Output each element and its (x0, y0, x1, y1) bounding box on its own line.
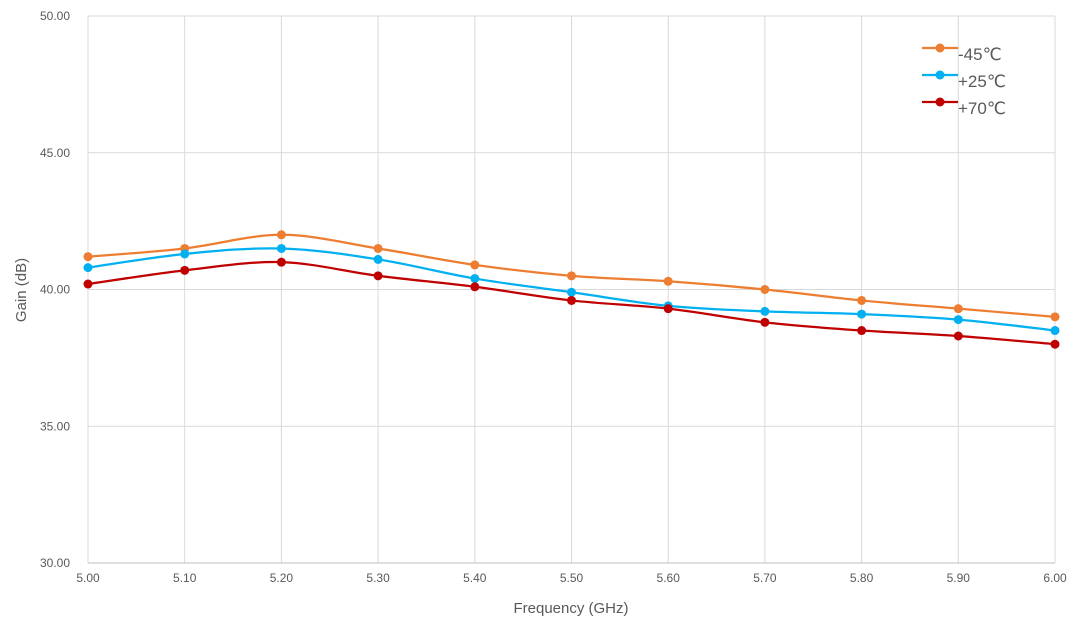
x-axis-title: Frequency (GHz) (513, 600, 628, 617)
data-point (83, 263, 93, 273)
y-tick-label: 35.00 (40, 419, 70, 433)
data-point (373, 254, 383, 264)
x-tick-label: 5.20 (270, 571, 294, 585)
legend-item: +70℃ (922, 97, 1006, 118)
y-tick-label: 45.00 (40, 146, 70, 160)
series-1 (83, 230, 1060, 322)
data-point (83, 279, 93, 289)
data-point (857, 309, 867, 319)
legend-marker (935, 70, 945, 80)
axes: 30.00 35.00 40.00 45.00 50.00 5.00 5.10 5.20 5.3… (40, 9, 1067, 585)
y-tick-label: 30.00 (40, 556, 70, 570)
data-point (567, 287, 576, 297)
legend-label: +25℃ (958, 72, 1006, 91)
data-point (180, 265, 190, 275)
data-point (663, 276, 673, 286)
data-point (470, 274, 480, 284)
x-tick-label: 6.00 (1043, 571, 1067, 585)
data-point (760, 285, 770, 294)
legend-marker (935, 43, 945, 53)
data-point (953, 304, 963, 314)
legend-item: -45℃ (922, 43, 1002, 64)
legend-marker (935, 97, 945, 107)
data-point (953, 331, 963, 341)
data-point (470, 260, 480, 270)
data-point (1050, 339, 1060, 349)
x-tick-label: 5.60 (657, 571, 681, 585)
data-point (567, 295, 576, 305)
data-point (180, 249, 190, 259)
x-tick-label: 5.70 (753, 571, 777, 585)
legend-label: -45℃ (958, 45, 1002, 64)
data-point (567, 271, 576, 281)
data-point (373, 243, 383, 253)
y-axis-title: Gain (dB) (13, 258, 30, 322)
data-point (83, 252, 93, 262)
y-tick-label: 50.00 (40, 9, 70, 23)
legend-item: +25℃ (922, 70, 1006, 91)
data-point (276, 243, 286, 253)
data-point (1050, 326, 1060, 336)
y-tick-label: 40.00 (40, 283, 70, 297)
x-tick-label: 5.90 (947, 571, 971, 585)
data-point (1050, 312, 1060, 322)
legend-label: +70℃ (958, 99, 1006, 118)
series-2 (83, 243, 1060, 336)
data-point (373, 271, 383, 281)
data-point (953, 315, 963, 325)
data-point (470, 282, 480, 292)
x-tick-label: 5.30 (366, 571, 390, 585)
data-point (760, 317, 770, 327)
series-group (83, 230, 1060, 349)
data-point (276, 257, 286, 267)
x-tick-label: 5.50 (560, 571, 584, 585)
data-point (857, 295, 867, 305)
legend: -45℃ +25℃ +70℃ (922, 43, 1006, 118)
data-point (760, 306, 770, 316)
data-point (857, 326, 867, 336)
series-3 (83, 257, 1060, 349)
x-tick-label: 5.00 (76, 571, 100, 585)
data-point (276, 230, 286, 240)
data-point (663, 304, 673, 314)
x-tick-label: 5.40 (463, 571, 487, 585)
x-tick-label: 5.10 (173, 571, 197, 585)
x-tick-label: 5.80 (850, 571, 874, 585)
